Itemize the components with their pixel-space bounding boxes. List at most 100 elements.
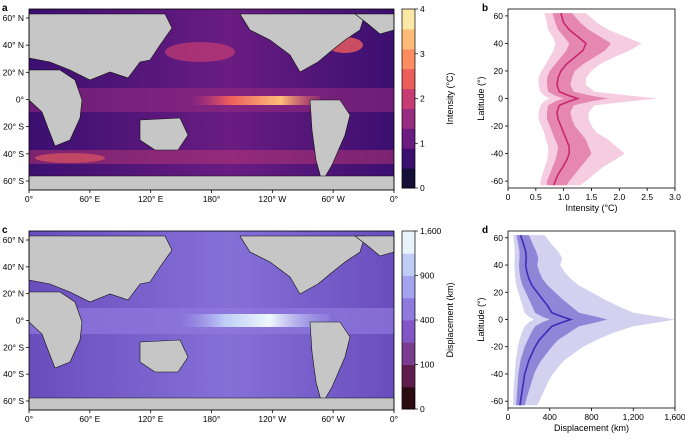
y-tick-label: -40 (491, 369, 504, 379)
x-axis-label: Displacement (km) (554, 423, 629, 433)
x-tick-label: 3.0 (669, 192, 681, 202)
median-line (552, 12, 587, 186)
x-tick-label: 1,200 (623, 412, 645, 422)
x-tick-label: 2.0 (613, 192, 625, 202)
y-tick-label: 40 (494, 260, 504, 270)
southern-ocean-band-a (29, 150, 394, 164)
lat-tick-label-c: 20° S (3, 342, 24, 352)
x-tick-label: 1.0 (558, 192, 570, 202)
colorbar-tick-label-a: 4 (420, 4, 425, 14)
lon-tick-label-c: 0° (390, 414, 398, 424)
x-tick-label: 800 (584, 412, 598, 422)
lat-tick-label-a: 0° (16, 95, 24, 105)
map-panel-c: c (2, 225, 395, 411)
colorbar-label-c: Displacement (km) (445, 282, 455, 357)
colorbar-segment-a (402, 28, 415, 50)
y-tick-label: -60 (491, 176, 504, 186)
inner-range-band (516, 235, 608, 406)
lon-tick-label-a: 120° W (258, 194, 286, 204)
colorbar-segment-c (402, 275, 415, 299)
colorbar-tick-label-c: 1,600 (420, 226, 442, 236)
y-tick-label: 40 (494, 38, 504, 48)
y-tick-label: -40 (491, 149, 504, 159)
profile-chart-b: 0 0.5 1.0 1.5 2.0 2.5 3.0 60 40 20 0 -20 -40 -60 Inten… (476, 8, 681, 213)
lat-tick-label-a: 40° N (3, 40, 24, 50)
equatorial-hotspot-a (190, 96, 320, 105)
lat-tick-label-c: 60° N (3, 235, 24, 245)
landmasses-c (28, 235, 395, 411)
lon-tick-label-a: 120° E (138, 194, 164, 204)
lat-tick-label-a: 20° S (3, 122, 24, 132)
profile-chart-d: 0 400 800 1,200 1,600 60 40 20 0 -20 -40 -60 Displac… (476, 230, 685, 433)
lat-tick-label-c: 60° S (3, 396, 24, 406)
map-axes: 0° 60° E 120° E 180° 120° W 60° W 0° 60° N 40° N… (3, 8, 398, 424)
lon-tick-label-c: 60° E (79, 414, 100, 424)
x-tick-label: 1.5 (586, 192, 598, 202)
y-tick-label: -20 (491, 121, 504, 131)
map-panel-a: a (2, 3, 395, 191)
colorbar-segment-c (402, 297, 415, 321)
y-tick-label: -20 (491, 342, 504, 352)
x-tick-label: 1,600 (664, 412, 685, 422)
colorbar-segment-c (402, 253, 415, 276)
colorbar-segment-c (402, 386, 415, 410)
lon-tick-label-c: 120° W (258, 414, 286, 424)
colorbar-segment-a (402, 128, 415, 149)
panel-label-a: a (2, 3, 8, 14)
x-axis-label: Intensity (°C) (565, 203, 617, 213)
x-tick-label: 2.5 (641, 192, 653, 202)
colorbar-tick-label-a: 2 (420, 94, 425, 104)
lat-tick-label-c: 40° N (3, 262, 24, 272)
y-tick-label: 0 (498, 315, 503, 325)
y-tick-label: 60 (494, 233, 504, 243)
lon-tick-label-a: 60° E (79, 194, 100, 204)
colorbar-tick-label-a: 1 (420, 138, 425, 148)
lon-tick-label-c: 120° E (138, 414, 164, 424)
kuroshio-hotspot-a (165, 42, 235, 62)
colorbar-label-a: Intensity (°C) (445, 72, 455, 124)
lat-tick-label-c: 0° (16, 316, 24, 326)
lat-tick-label-a: 20° N (3, 67, 24, 77)
colorbar-tick-label-c: 900 (420, 271, 434, 281)
panel-label-c: c (2, 225, 8, 236)
inner-range-band (547, 13, 611, 186)
y-tick-label: 0 (498, 94, 503, 104)
lat-tick-label-a: 60° N (3, 13, 24, 23)
lon-tick-label-a: 0° (25, 194, 33, 204)
x-tick-label: 0 (506, 412, 511, 422)
lon-tick-label-c: 60° W (322, 414, 345, 424)
x-tick-label: 400 (543, 412, 557, 422)
lon-tick-label-a: 0° (390, 194, 398, 204)
lat-tick-label-a: 60° S (3, 176, 24, 186)
colorbar-segment-a (402, 88, 415, 109)
y-tick-label: 20 (494, 66, 504, 76)
colorbar-segment-c (402, 231, 415, 254)
colorbar-segment-a (402, 68, 415, 90)
y-tick-label: 20 (494, 287, 504, 297)
landmasses-a (28, 13, 395, 191)
lon-tick-label-c: 180° (203, 414, 221, 424)
colorbar-segment-a (402, 48, 415, 70)
agulhas-hotspot-a (35, 153, 105, 163)
colorbar-segment-a (402, 108, 415, 129)
colorbar-segment-c (402, 342, 415, 365)
colorbar-segment-c (402, 320, 415, 343)
x-tick-label: 0 (506, 192, 511, 202)
colorbar-tick-label-c: 100 (420, 360, 434, 370)
median-line (519, 234, 574, 406)
equatorial-hotspot-c (180, 314, 330, 327)
x-tick-label: 0.5 (530, 192, 542, 202)
y-tick-label: 60 (494, 11, 504, 21)
panel-label-b: b (482, 3, 488, 14)
colorbar-segment-a (402, 168, 415, 189)
colorbar-tick-label-c: 400 (420, 315, 434, 325)
colorbar-tick-label-a: 3 (420, 49, 425, 59)
lon-tick-label-a: 180° (203, 194, 221, 204)
colorbar-tick-label-a: 0 (420, 183, 425, 193)
lon-tick-label-a: 60° W (322, 194, 345, 204)
y-axis-label: Latitude (°) (476, 76, 486, 120)
colorbars: 0 1 2 3 4 Intensity (°C) 0 100 400 900 1,600 Displa… (401, 4, 455, 414)
y-tick-label: -60 (491, 396, 504, 406)
